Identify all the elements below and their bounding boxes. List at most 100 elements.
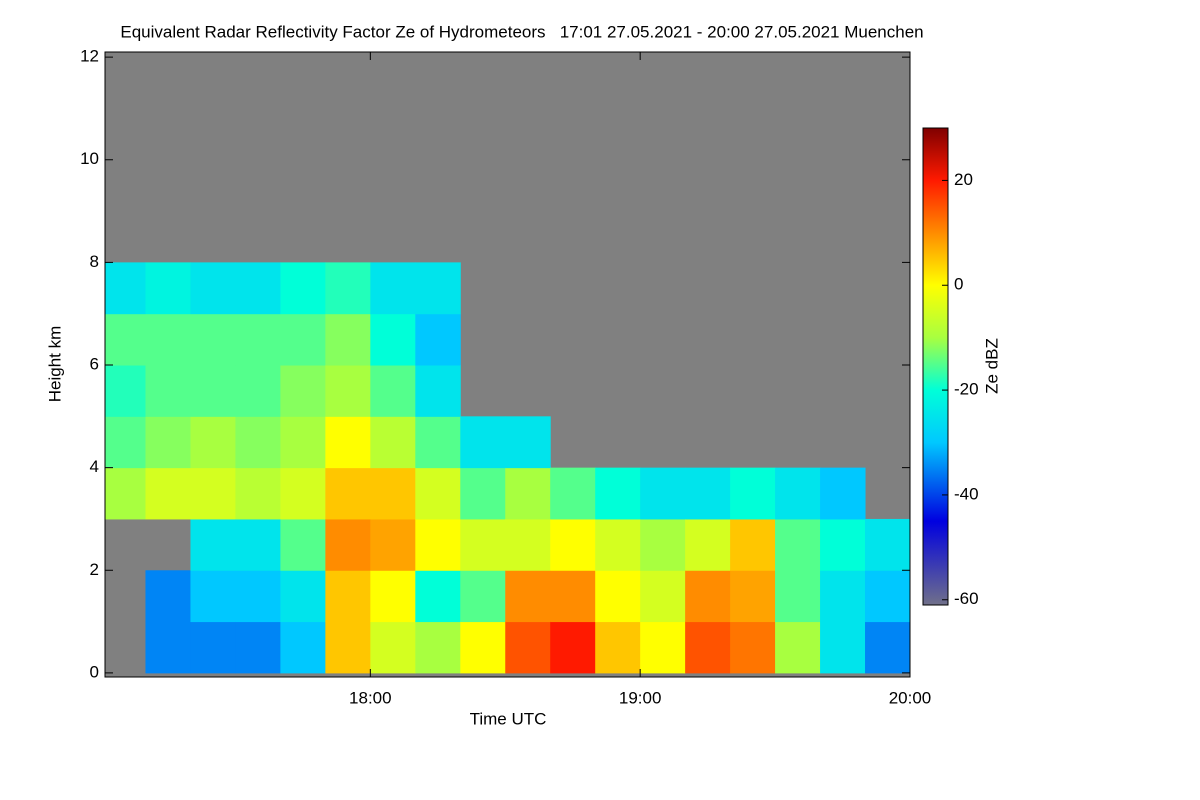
heatmap-cell bbox=[325, 262, 371, 315]
colorbar-tick-label: -60 bbox=[954, 589, 979, 608]
heatmap-cell bbox=[145, 416, 191, 469]
heatmap-cell bbox=[190, 416, 236, 469]
heatmap-cell bbox=[595, 467, 641, 520]
heatmap-cell bbox=[415, 621, 461, 674]
heatmap-cell bbox=[325, 621, 371, 674]
heatmap-cell bbox=[145, 313, 191, 366]
heatmap-cell bbox=[775, 570, 821, 623]
heatmap-cell bbox=[325, 365, 371, 417]
heatmap-cell bbox=[415, 262, 461, 315]
heatmap-cell bbox=[685, 518, 731, 571]
heatmap-cell bbox=[235, 570, 281, 623]
heatmap-cell bbox=[105, 313, 146, 366]
heatmap-cell bbox=[550, 518, 596, 571]
heatmap-cell bbox=[325, 313, 371, 366]
heatmap-cell bbox=[280, 365, 326, 417]
colorbar-tick-label: 0 bbox=[954, 275, 963, 294]
y-axis-label: Height km bbox=[45, 326, 64, 403]
x-axis-label: Time UTC bbox=[470, 709, 547, 728]
heatmap-cell bbox=[370, 570, 416, 623]
x-tick-label: 19:00 bbox=[619, 688, 662, 707]
heatmap-cell bbox=[460, 621, 506, 674]
heatmap-cell bbox=[865, 518, 910, 571]
heatmap-cell bbox=[325, 570, 371, 623]
heatmap-cell bbox=[145, 570, 191, 623]
y-tick-label: 8 bbox=[90, 252, 99, 271]
heatmap-cell bbox=[145, 467, 191, 520]
heatmap-cell bbox=[415, 313, 461, 366]
heatmap-cell bbox=[505, 621, 551, 674]
heatmap-cell bbox=[820, 570, 866, 623]
y-tick-label: 4 bbox=[90, 457, 99, 476]
heatmap-cell bbox=[595, 570, 641, 623]
y-tick-label: 2 bbox=[90, 560, 99, 579]
heatmap-cell bbox=[280, 416, 326, 469]
heatmap-cell bbox=[730, 570, 776, 623]
y-tick-label: 6 bbox=[90, 354, 99, 373]
heatmap-cell bbox=[190, 467, 236, 520]
heatmap-cell bbox=[595, 518, 641, 571]
heatmap-cell bbox=[550, 570, 596, 623]
heatmap-cell bbox=[640, 570, 686, 623]
heatmap-cell bbox=[550, 621, 596, 674]
heatmap-cell bbox=[460, 518, 506, 571]
heatmap-cell bbox=[145, 262, 191, 315]
x-tick-label: 18:00 bbox=[349, 688, 392, 707]
heatmap-cell bbox=[640, 467, 686, 520]
heatmap-cell bbox=[505, 570, 551, 623]
heatmap-cell bbox=[105, 262, 146, 315]
x-tick-label: 20:00 bbox=[889, 688, 932, 707]
heatmap-cell bbox=[730, 467, 776, 520]
heatmap-cell bbox=[730, 518, 776, 571]
heatmap bbox=[105, 262, 910, 674]
heatmap-cell bbox=[105, 416, 146, 469]
y-tick-label: 10 bbox=[80, 149, 99, 168]
heatmap-cell bbox=[370, 621, 416, 674]
plot-frame bbox=[104, 51, 911, 678]
colorbar bbox=[922, 127, 949, 606]
heatmap-cell bbox=[280, 518, 326, 571]
heatmap-cell bbox=[685, 570, 731, 623]
heatmap-cell bbox=[460, 467, 506, 520]
heatmap-cell bbox=[505, 416, 551, 469]
heatmap-cell bbox=[685, 621, 731, 674]
heatmap-cell bbox=[640, 621, 686, 674]
heatmap-cell bbox=[730, 621, 776, 674]
heatmap-cell bbox=[820, 467, 866, 520]
heatmap-cell bbox=[370, 518, 416, 571]
heatmap-cell bbox=[415, 518, 461, 571]
y-tick-label: 12 bbox=[80, 47, 99, 66]
heatmap-cell bbox=[370, 365, 416, 417]
heatmap-cell bbox=[235, 621, 281, 674]
heatmap-cell bbox=[460, 570, 506, 623]
heatmap-cell bbox=[145, 621, 191, 674]
heatmap-cell bbox=[640, 518, 686, 571]
heatmap-cell bbox=[505, 518, 551, 571]
heatmap-cell bbox=[415, 416, 461, 469]
heatmap-cell bbox=[370, 262, 416, 315]
heatmap-cell bbox=[775, 467, 821, 520]
colorbar-tick-label: 20 bbox=[954, 170, 973, 189]
heatmap-cell bbox=[280, 570, 326, 623]
heatmap-cell bbox=[865, 570, 910, 623]
heatmap-cell bbox=[775, 621, 821, 674]
y-tick-label: 0 bbox=[90, 662, 99, 681]
heatmap-cell bbox=[190, 262, 236, 315]
heatmap-cell bbox=[415, 467, 461, 520]
heatmap-cell bbox=[865, 621, 910, 674]
heatmap-cell bbox=[775, 518, 821, 571]
colorbar-label: Ze dBZ bbox=[982, 338, 1001, 394]
colorbar-tick-label: -20 bbox=[954, 380, 979, 399]
heatmap-cell bbox=[190, 365, 236, 417]
heatmap-cell bbox=[325, 467, 371, 520]
heatmap-cell bbox=[235, 518, 281, 571]
heatmap-cell bbox=[190, 313, 236, 366]
heatmap-cell bbox=[820, 621, 866, 674]
heatmap-cell bbox=[235, 365, 281, 417]
heatmap-cell bbox=[505, 467, 551, 520]
heatmap-cell bbox=[280, 262, 326, 315]
heatmap-cell bbox=[235, 416, 281, 469]
heatmap-cell bbox=[105, 365, 146, 417]
heatmap-cell bbox=[370, 313, 416, 366]
